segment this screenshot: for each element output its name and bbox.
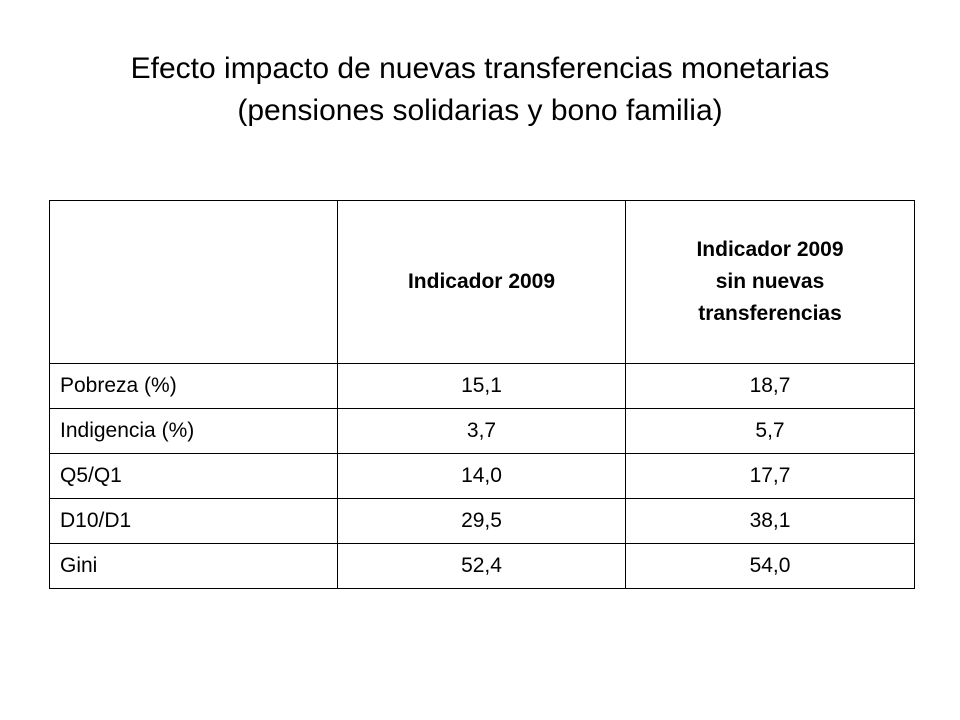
- value-sin-transferencias: 38,1: [625, 498, 915, 544]
- value-sin-transferencias: 17,7: [625, 453, 915, 499]
- value-sin-transferencias: 18,7: [625, 363, 915, 409]
- row-label: D10/D1: [49, 498, 338, 544]
- value-2009: 29,5: [337, 498, 626, 544]
- row-label: Indigencia (%): [49, 408, 338, 454]
- value-2009: 15,1: [337, 363, 626, 409]
- value-sin-transferencias: 5,7: [625, 408, 915, 454]
- value-2009: 52,4: [337, 543, 626, 589]
- header-indicador-2009: Indicador 2009: [337, 200, 626, 364]
- title-line-2: (pensiones solidarias y bono familia): [237, 94, 723, 127]
- header-line: transferencias: [698, 302, 842, 325]
- table-row: Gini 52,4 54,0: [49, 543, 915, 589]
- row-label: Q5/Q1: [49, 453, 338, 499]
- slide-title: Efecto impacto de nuevas transferencias …: [40, 48, 920, 132]
- value-2009: 3,7: [337, 408, 626, 454]
- value-2009: 14,0: [337, 453, 626, 499]
- table-row: Q5/Q1 14,0 17,7: [49, 453, 915, 499]
- header-empty-cell: [49, 200, 338, 364]
- table-header-row: Indicador 2009 Indicador 2009 sin nuevas…: [49, 200, 915, 364]
- header-line: sin nuevas: [715, 270, 825, 293]
- row-label: Pobreza (%): [49, 363, 338, 409]
- indicators-table: Indicador 2009 Indicador 2009 sin nuevas…: [49, 200, 915, 589]
- header-indicador-2009-sin-transferencias: Indicador 2009 sin nuevas transferencias: [625, 200, 915, 364]
- row-label: Gini: [49, 543, 338, 589]
- table-row: D10/D1 29,5 38,1: [49, 498, 915, 544]
- header-line: Indicador 2009: [696, 238, 844, 261]
- table-row: Pobreza (%) 15,1 18,7: [49, 363, 915, 409]
- table-row: Indigencia (%) 3,7 5,7: [49, 408, 915, 454]
- title-line-1: Efecto impacto de nuevas transferencias …: [130, 52, 830, 85]
- value-sin-transferencias: 54,0: [625, 543, 915, 589]
